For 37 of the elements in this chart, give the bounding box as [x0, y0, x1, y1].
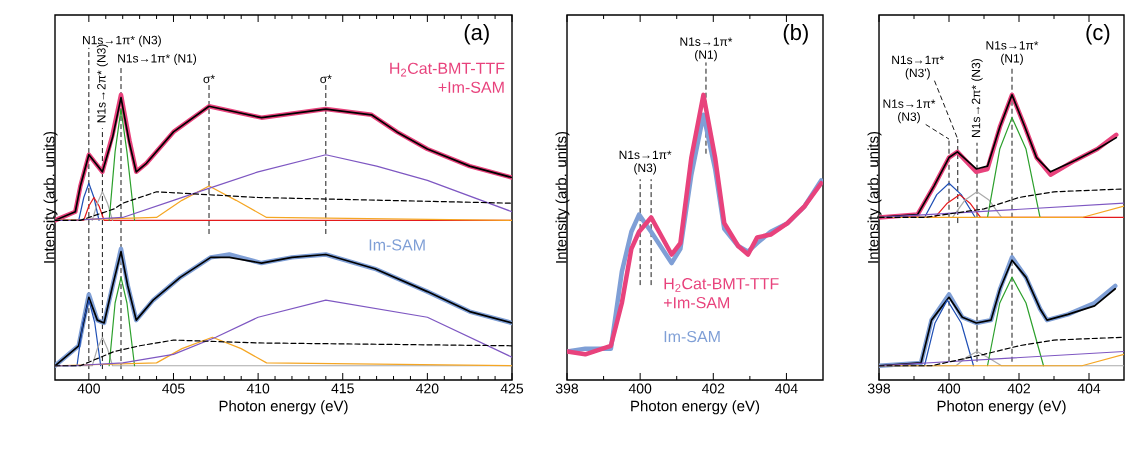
x-tick-label: 415 [331, 383, 354, 394]
series-label: H$_{2}$Cat-BMT-TTF +Im-SAM [390, 62, 505, 93]
x-tick-label: 404 [775, 383, 798, 394]
ref-line-label: N1s→2π* (N3) [971, 59, 983, 137]
ref-line-label: N1s→1π* (N3') [892, 55, 945, 80]
x-tick-label: 402 [701, 383, 725, 394]
y-axis-title: Intensity (arb. units) [867, 131, 882, 263]
y-axis-title: Intensity (arb. units) [555, 131, 570, 263]
x-tick-label: 400 [628, 383, 652, 394]
x-tick-label: 400 [77, 383, 100, 394]
chart-title: (c) [1086, 23, 1110, 45]
x-tick-label: 398 [867, 383, 891, 394]
chart-title: (b) [783, 23, 808, 45]
ref-line-label: N1s→2π* (N3) [96, 44, 108, 123]
ref-line-label: N1s→1π* (N3) [883, 99, 936, 124]
x-tick-label: 398 [555, 383, 579, 394]
ref-line-label: σ* [320, 74, 332, 84]
series-label: Im-SAM [369, 239, 425, 251]
ref-line-label: N1s→1π* (N3) [619, 150, 672, 175]
chart-title: (a) [464, 23, 489, 45]
x-tick-label: 425 [500, 383, 524, 394]
x-tick-label: 410 [246, 383, 270, 394]
y-axis-title: Intensity (arb. units) [43, 131, 58, 263]
x-axis-title: Photon energy (eV) [937, 400, 1066, 415]
x-axis-title: Photon energy (eV) [219, 400, 348, 415]
x-tick-label: 405 [162, 383, 185, 394]
series-label: H$_{2}$Cat-BMT-TTF +Im-SAM [663, 278, 779, 309]
x-axis-title: Photon energy (eV) [631, 400, 760, 415]
x-tick-label: 420 [416, 383, 439, 394]
ref-line-label: σ* [203, 74, 215, 84]
ref-line-label: N1s→1π* (N1) [986, 41, 1039, 65]
ref-line-label: N1s→1π* (N1) [680, 37, 733, 62]
text: Im-SAM [664, 330, 720, 343]
x-tick-label: 404 [1077, 383, 1101, 394]
x-tick-label: 402 [1007, 383, 1030, 394]
x-tick-label: 400 [937, 383, 961, 394]
ref-line-label: N1s→1π* (N1) [118, 53, 197, 65]
